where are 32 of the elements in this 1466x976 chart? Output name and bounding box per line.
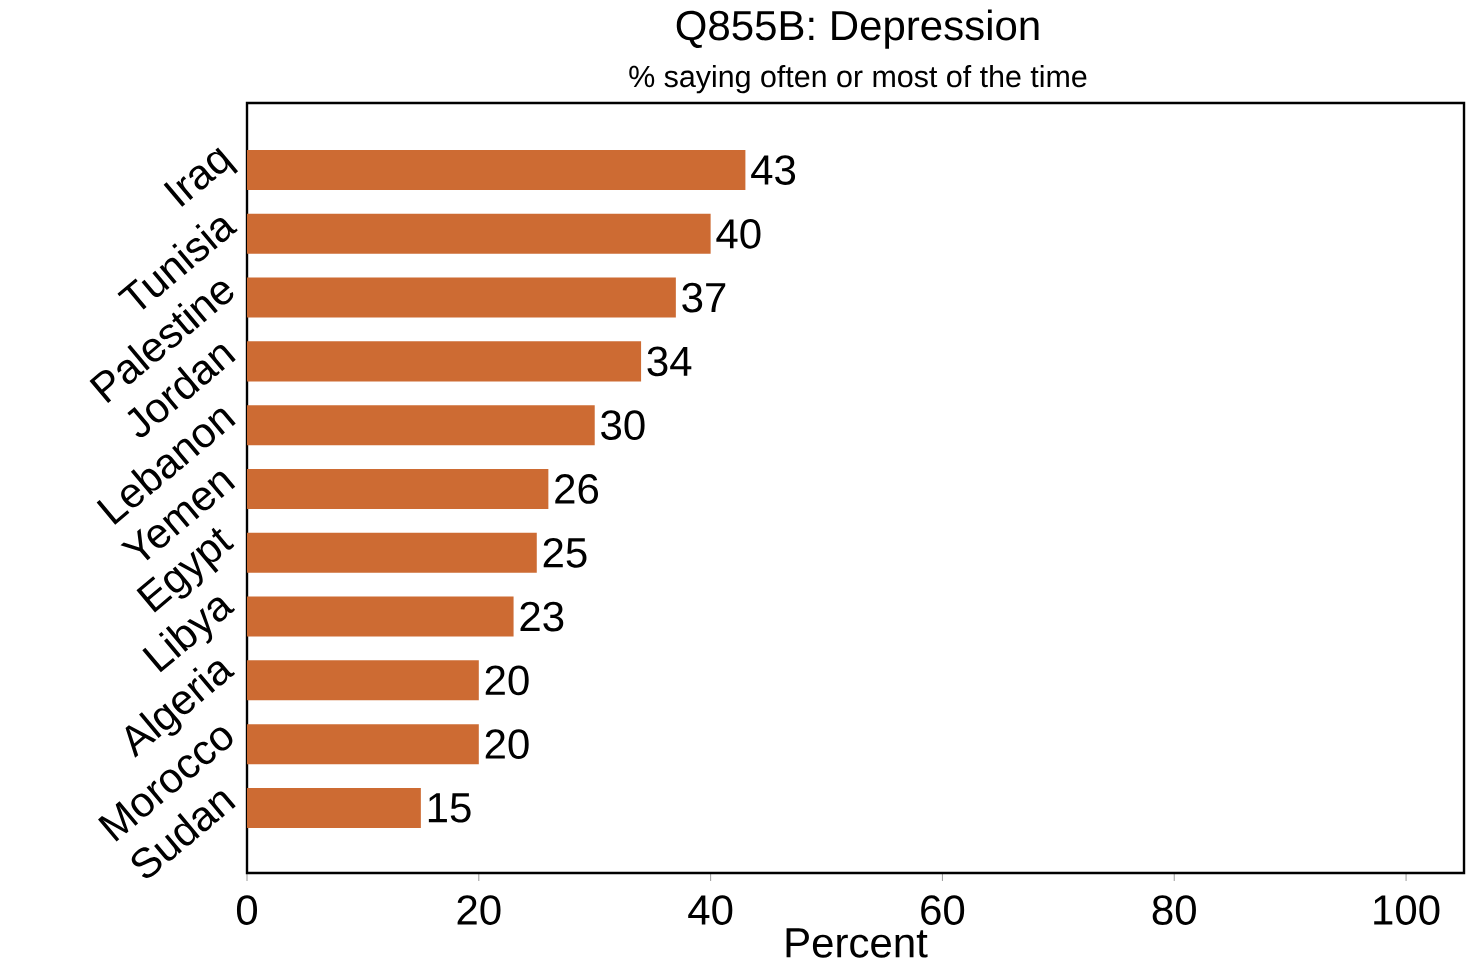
data-label: 43 <box>751 155 796 185</box>
data-label: 20 <box>485 665 529 696</box>
data-label: 30 <box>601 410 645 441</box>
chart-title: Q855B: Depression <box>676 9 1039 49</box>
bar <box>247 468 549 509</box>
data-label: 37 <box>682 282 726 313</box>
x-tick-label: 40 <box>688 895 733 925</box>
data-label: 20 <box>485 729 529 760</box>
x-tick-label: 20 <box>457 895 501 925</box>
x-axis-title: Percent <box>786 928 928 958</box>
bar <box>247 277 676 318</box>
x-tick-label: 0 <box>236 895 258 925</box>
chart-subtitle: % saying often or most of the time <box>629 64 1087 94</box>
bar <box>247 660 479 701</box>
x-tick-label: 60 <box>921 895 965 925</box>
bar <box>247 405 595 446</box>
data-label: 40 <box>716 218 761 249</box>
bar <box>247 787 421 828</box>
bar <box>247 213 711 254</box>
data-label: 34 <box>647 346 692 377</box>
data-label: 15 <box>428 793 471 823</box>
bar <box>247 724 479 765</box>
bar <box>247 341 642 382</box>
x-tick-label: 100 <box>1374 895 1440 925</box>
bar <box>247 596 514 637</box>
data-label: 26 <box>555 474 599 504</box>
y-tick-label: Iraq <box>163 147 239 207</box>
data-label: 23 <box>520 601 564 632</box>
data-label: 25 <box>543 537 587 568</box>
bar <box>247 532 537 573</box>
bar <box>247 149 746 190</box>
x-tick-label: 80 <box>1152 895 1196 925</box>
